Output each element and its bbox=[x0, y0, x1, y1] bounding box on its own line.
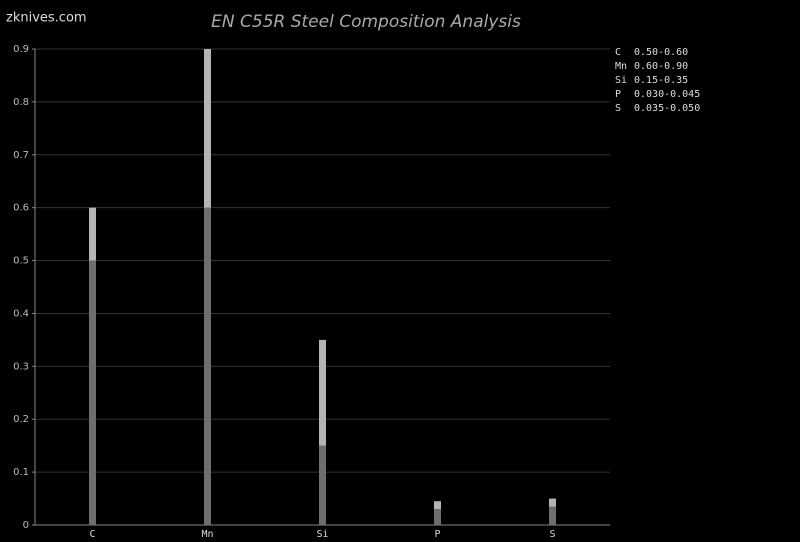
bar-min bbox=[204, 207, 211, 525]
y-tick-label: 0 bbox=[23, 520, 29, 531]
legend-element: P bbox=[615, 89, 621, 100]
legend-range: 0.60-0.90 bbox=[634, 61, 688, 72]
y-tick-label: 0.4 bbox=[13, 308, 29, 319]
legend-range: 0.50-0.60 bbox=[634, 47, 688, 58]
bar-min bbox=[319, 445, 326, 525]
legend-element: S bbox=[615, 103, 621, 114]
bar-min bbox=[434, 509, 441, 525]
bar-min bbox=[549, 506, 556, 525]
y-tick-label: 0.1 bbox=[13, 467, 29, 478]
y-tick-label: 0.8 bbox=[13, 97, 29, 108]
legend-element: Si bbox=[615, 75, 627, 86]
y-tick-label: 0.2 bbox=[13, 414, 29, 425]
legend-range: 0.15-0.35 bbox=[634, 75, 688, 86]
legend-element: Mn bbox=[615, 61, 627, 72]
chart-title: EN C55R Steel Composition Analysis bbox=[211, 12, 521, 32]
x-tick-label: Si bbox=[316, 529, 328, 540]
bar-range bbox=[89, 207, 96, 261]
legend-range: 0.030-0.045 bbox=[634, 89, 700, 100]
bar-min bbox=[89, 260, 96, 525]
x-tick-label: P bbox=[434, 529, 440, 540]
bar-range bbox=[319, 339, 326, 446]
x-tick-label: S bbox=[549, 529, 555, 540]
legend-element: C bbox=[615, 47, 621, 58]
x-tick-label: C bbox=[89, 529, 95, 540]
y-tick-label: 0.7 bbox=[13, 150, 29, 161]
watermark: zknives.com bbox=[6, 11, 87, 26]
bar-range bbox=[204, 49, 211, 208]
y-tick-label: 0.3 bbox=[13, 361, 29, 372]
bar-range bbox=[434, 501, 441, 510]
y-tick-label: 0.5 bbox=[13, 256, 29, 267]
y-tick-label: 0.9 bbox=[13, 44, 29, 55]
x-tick-label: Mn bbox=[201, 529, 213, 540]
bar-range bbox=[549, 498, 556, 507]
legend-range: 0.035-0.050 bbox=[634, 103, 700, 114]
y-tick-label: 0.6 bbox=[13, 203, 29, 214]
